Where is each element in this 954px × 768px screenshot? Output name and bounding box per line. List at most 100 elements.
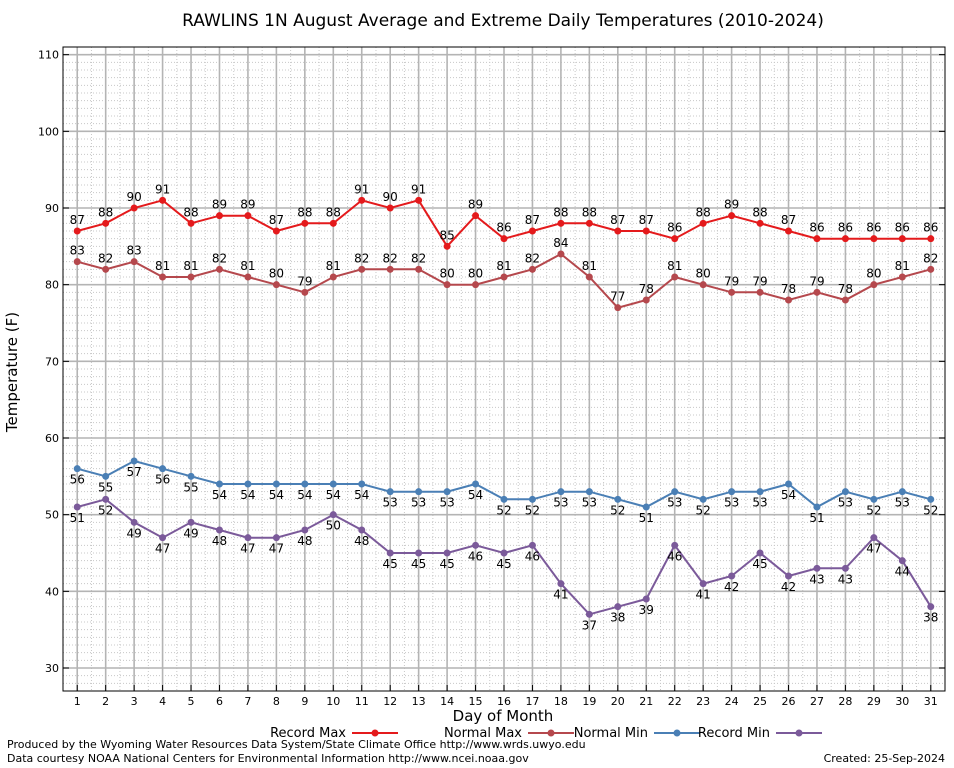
data-label: 89 — [724, 198, 739, 212]
data-label: 53 — [752, 496, 767, 510]
data-label: 87 — [269, 213, 284, 227]
data-label: 83 — [70, 244, 85, 258]
footer-data-courtesy: Data courtesy NOAA National Centers for … — [7, 752, 529, 765]
data-point — [272, 534, 280, 542]
data-point — [642, 595, 650, 603]
data-point — [898, 235, 906, 243]
x-tick-label: 30 — [895, 695, 909, 708]
data-point — [244, 534, 252, 542]
data-point — [73, 465, 81, 473]
data-point — [614, 227, 622, 235]
data-label: 91 — [411, 182, 426, 196]
data-point — [728, 288, 736, 296]
data-point — [358, 265, 366, 273]
x-tick-label: 1 — [74, 695, 81, 708]
x-tick-label: 3 — [131, 695, 138, 708]
data-label: 78 — [781, 282, 796, 296]
data-label: 54 — [240, 488, 255, 502]
data-label: 53 — [553, 496, 568, 510]
data-point — [301, 288, 309, 296]
data-point — [671, 541, 679, 549]
data-label: 79 — [809, 274, 824, 288]
data-point — [898, 273, 906, 281]
data-label: 86 — [667, 221, 682, 235]
data-point — [642, 296, 650, 304]
y-tick-label: 40 — [45, 585, 59, 598]
data-label: 81 — [326, 259, 341, 273]
legend-item-record-min: Record Min — [698, 726, 822, 741]
data-label: 37 — [582, 618, 597, 632]
y-tick-label: 50 — [45, 509, 59, 522]
data-label: 57 — [126, 465, 141, 479]
data-point — [73, 258, 81, 266]
data-label: 84 — [553, 236, 568, 250]
data-label: 56 — [70, 473, 85, 487]
data-label: 46 — [667, 549, 682, 563]
data-label: 52 — [525, 503, 540, 517]
data-point — [415, 265, 423, 273]
data-point — [728, 488, 736, 496]
data-point — [130, 204, 138, 212]
x-tick-label: 21 — [639, 695, 653, 708]
data-label: 79 — [724, 274, 739, 288]
data-label: 52 — [696, 503, 711, 517]
data-point — [841, 235, 849, 243]
data-point — [443, 488, 451, 496]
series-layer: 87 88 90 91 88 89 89 87 88 88 91 90 91 85 89 86 87 88 88 87… — [70, 182, 939, 632]
data-point — [756, 288, 764, 296]
y-tick-label: 80 — [45, 279, 59, 292]
data-point — [472, 212, 480, 220]
data-label: 88 — [582, 205, 597, 219]
data-point — [585, 273, 593, 281]
data-point — [699, 219, 707, 227]
data-label: 87 — [610, 213, 625, 227]
data-point — [927, 603, 935, 611]
data-label: 52 — [923, 503, 938, 517]
y-tick-label: 110 — [38, 49, 59, 62]
data-point — [927, 495, 935, 503]
data-point — [187, 219, 195, 227]
data-point — [472, 281, 480, 289]
data-point — [642, 227, 650, 235]
data-label: 48 — [212, 534, 227, 548]
x-tick-label: 12 — [383, 695, 397, 708]
data-point — [557, 580, 565, 588]
data-point — [130, 258, 138, 266]
chart-title: RAWLINS 1N August Average and Extreme Da… — [182, 11, 824, 31]
data-point — [699, 281, 707, 289]
data-point — [898, 557, 906, 565]
data-label: 88 — [553, 205, 568, 219]
x-tick-label: 7 — [244, 695, 251, 708]
data-label: 81 — [240, 259, 255, 273]
data-point — [159, 465, 167, 473]
legend-item-normal-max: Normal Max — [444, 726, 574, 741]
data-label: 81 — [582, 259, 597, 273]
data-point — [443, 549, 451, 557]
data-label: 39 — [639, 603, 654, 617]
x-tick-label: 26 — [782, 695, 796, 708]
data-point — [329, 480, 337, 488]
data-label: 54 — [269, 488, 284, 502]
data-point — [585, 610, 593, 618]
x-tick-label: 28 — [838, 695, 852, 708]
data-point — [500, 235, 508, 243]
x-tick-label: 5 — [188, 695, 195, 708]
data-label: 43 — [809, 572, 824, 586]
data-point — [159, 273, 167, 281]
data-point — [358, 526, 366, 534]
data-point — [870, 235, 878, 243]
data-label: 89 — [212, 198, 227, 212]
data-point — [870, 495, 878, 503]
data-point — [159, 196, 167, 204]
data-label: 88 — [183, 205, 198, 219]
x-tick-label: 24 — [725, 695, 739, 708]
x-tick-label: 16 — [497, 695, 511, 708]
x-tick-label: 14 — [440, 695, 454, 708]
data-point — [841, 564, 849, 572]
data-label: 77 — [610, 290, 625, 304]
data-label: 86 — [895, 221, 910, 235]
data-label: 81 — [667, 259, 682, 273]
legend-swatch-marker — [547, 729, 555, 737]
